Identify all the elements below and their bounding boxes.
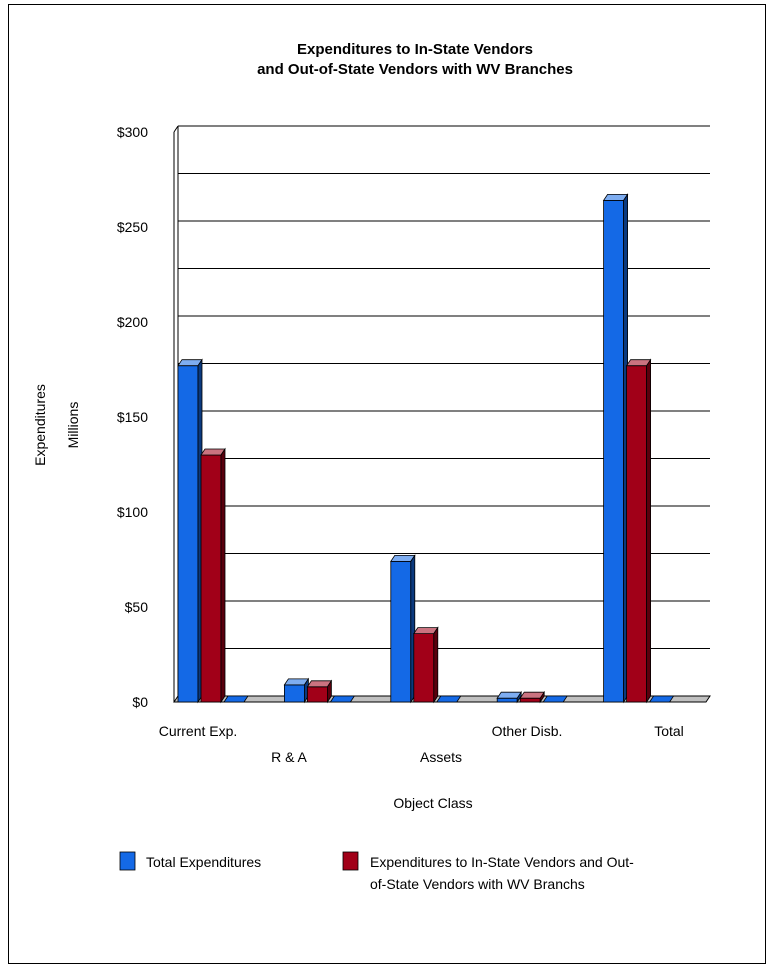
x-tick-label: R & A bbox=[271, 749, 307, 765]
x-tick-label: Current Exp. bbox=[159, 723, 238, 739]
y-tick-label: $250 bbox=[117, 219, 148, 235]
bar bbox=[283, 677, 310, 704]
y-tick-label: $200 bbox=[117, 314, 148, 330]
bar-front bbox=[626, 365, 647, 703]
bar-front bbox=[283, 684, 305, 703]
bar-side bbox=[326, 679, 332, 704]
bar bbox=[519, 690, 545, 704]
x-tick-labels: Current Exp. R & A Assets Other Disb. Total bbox=[159, 723, 684, 765]
bar-front bbox=[496, 697, 518, 703]
bar bbox=[177, 358, 203, 704]
bar-front bbox=[306, 686, 328, 703]
y-axis-label-units: Millions bbox=[65, 402, 81, 449]
legend-label-instate-line2: of-State Vendors with WV Branchs bbox=[370, 876, 585, 892]
bar-side bbox=[220, 447, 226, 704]
y-axis-top-edge bbox=[173, 125, 179, 133]
bar-side bbox=[646, 358, 651, 704]
chart-subtitle: and Out-of-State Vendors with WV Branche… bbox=[257, 61, 573, 78]
bar-front bbox=[177, 365, 199, 703]
bar bbox=[306, 679, 333, 704]
legend-swatch-instate bbox=[342, 851, 359, 871]
bar-baseline-marker bbox=[329, 695, 356, 703]
legend-label-total: Total Expenditures bbox=[146, 854, 261, 870]
legend: Total Expenditures Expenditures to In-St… bbox=[119, 851, 634, 892]
x-tick-label: Total bbox=[654, 723, 684, 739]
bar-baseline-marker bbox=[542, 695, 568, 703]
legend-label-instate-line1: Expenditures to In-State Vendors and Out… bbox=[370, 854, 634, 870]
y-tick-label: $0 bbox=[132, 694, 148, 710]
bar bbox=[625, 358, 652, 704]
y-axis-label: Expenditures bbox=[32, 384, 48, 466]
bar-baseline-marker bbox=[648, 695, 675, 703]
bars bbox=[177, 193, 675, 704]
bar-front bbox=[519, 697, 541, 703]
bar-baseline-marker bbox=[223, 695, 249, 703]
bar-front bbox=[390, 561, 412, 703]
bar-side bbox=[539, 690, 545, 704]
bar-side bbox=[433, 626, 439, 704]
y-tick-labels: $0 $50 $100 $150 $200 $250 $300 bbox=[117, 124, 148, 710]
bar bbox=[496, 690, 522, 704]
bar bbox=[200, 447, 226, 704]
y-tick-label: $50 bbox=[125, 599, 149, 615]
bar-front bbox=[200, 454, 222, 703]
legend-swatch-total bbox=[119, 851, 136, 871]
y-tick-label: $150 bbox=[117, 409, 148, 425]
x-tick-label: Other Disb. bbox=[492, 723, 563, 739]
x-tick-label: Assets bbox=[420, 749, 462, 765]
bar-front bbox=[413, 633, 435, 703]
bar-front bbox=[603, 199, 624, 703]
bar bbox=[413, 626, 439, 704]
x-axis-label: Object Class bbox=[393, 795, 472, 811]
y-tick-label: $100 bbox=[117, 504, 148, 520]
bar bbox=[602, 193, 629, 704]
y-tick-label: $300 bbox=[117, 124, 148, 140]
bar-baseline-marker bbox=[436, 695, 462, 703]
bar-chart: Expenditures to In-State Vendors and Out… bbox=[32, 41, 711, 892]
bar bbox=[390, 554, 416, 704]
chart-title: Expenditures to In-State Vendors bbox=[297, 41, 533, 58]
